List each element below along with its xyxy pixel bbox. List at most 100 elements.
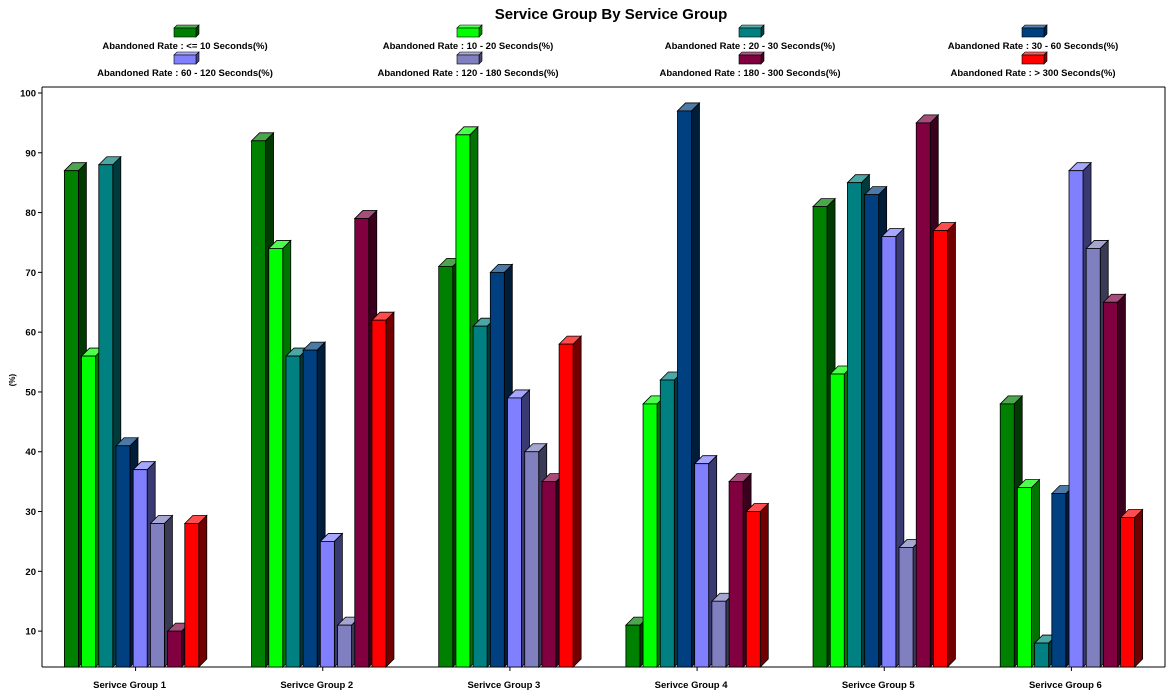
- legend-swatch: [173, 54, 197, 65]
- legend-label: Abandoned Rate : 120 - 180 Seconds(%): [377, 68, 558, 79]
- legend-swatch-top: [1021, 24, 1048, 29]
- legend: Abandoned Rate : <= 10 Seconds(%) Abandon…: [97, 24, 1118, 79]
- bar-front: [132, 469, 148, 668]
- bar-front: [167, 630, 182, 668]
- bar-front: [98, 164, 114, 668]
- bar: [558, 335, 583, 668]
- bar-front: [541, 481, 557, 668]
- legend-swatch-top: [173, 24, 200, 29]
- legend-label: Abandoned Rate : 60 - 120 Seconds(%): [97, 68, 273, 79]
- bar-front: [268, 248, 284, 668]
- bar-front: [915, 122, 931, 668]
- legend-swatch: [738, 54, 762, 65]
- bar: [302, 341, 327, 668]
- x-tick-label: Serivce Group 5: [842, 680, 916, 691]
- bar-front: [812, 206, 828, 668]
- y-tick-label: 70: [25, 268, 36, 279]
- y-tick-label: 30: [25, 507, 36, 518]
- legend-swatch: [1021, 27, 1045, 38]
- bar-front: [1085, 248, 1101, 668]
- bar-front: [677, 110, 692, 668]
- y-axis-label: (%): [8, 373, 17, 386]
- bar: [1016, 478, 1041, 668]
- legend-swatch-top: [1021, 51, 1048, 56]
- bar-front: [1034, 642, 1050, 668]
- legend-swatch-top: [456, 51, 483, 56]
- bar-front: [829, 373, 845, 668]
- bar-front: [149, 523, 165, 668]
- legend-item: Abandoned Rate : <= 10 Seconds(%): [102, 24, 268, 52]
- bar-front: [745, 511, 761, 668]
- bar-front: [285, 355, 301, 668]
- bar: [370, 311, 395, 668]
- bar-side: [572, 335, 582, 668]
- bar-front: [302, 349, 318, 668]
- bar-front: [319, 541, 335, 668]
- bar: [149, 514, 174, 668]
- bar-front: [1103, 301, 1118, 668]
- x-tick-label: Serivce Group 1: [93, 680, 167, 691]
- bar: [183, 514, 208, 668]
- bar-front: [1120, 517, 1136, 668]
- bar-front: [1017, 487, 1032, 668]
- bar-front: [659, 379, 675, 668]
- bar-front: [354, 218, 370, 668]
- bar-side: [947, 221, 956, 668]
- y-tick-label: 20: [25, 567, 36, 578]
- category-labels: Serivce Group 1 Serivce Group 2 Serivce Gr…: [93, 667, 1102, 691]
- bar-front: [455, 134, 471, 668]
- y-tick-label: 80: [25, 208, 36, 219]
- bar-front: [898, 547, 914, 668]
- y-tick-label: 100: [20, 88, 36, 99]
- legend-label: Abandoned Rate : 180 - 300 Seconds(%): [659, 68, 840, 79]
- bar: [676, 101, 701, 668]
- bar-front: [251, 140, 266, 668]
- bar-front: [524, 451, 540, 668]
- bar-front: [847, 182, 862, 668]
- bar-front: [999, 403, 1015, 668]
- bar-front: [642, 403, 658, 668]
- chart-title: Service Group By Service Group: [495, 6, 728, 23]
- legend-swatch: [456, 54, 480, 65]
- bar: [932, 221, 957, 668]
- bar-front: [1068, 170, 1084, 668]
- y-tick-label: 40: [25, 447, 36, 458]
- bar-side: [1134, 508, 1144, 668]
- legend-label: Abandoned Rate : 20 - 30 Seconds(%): [665, 41, 836, 52]
- bar-front: [371, 319, 387, 668]
- x-tick-label: Serivce Group 4: [655, 680, 729, 691]
- bars: [63, 101, 1144, 668]
- bar-front: [1051, 493, 1067, 668]
- x-tick-label: Serivce Group 6: [1029, 680, 1102, 691]
- bar-front: [489, 271, 505, 668]
- bar-front: [507, 397, 522, 668]
- legend-label: Abandoned Rate : 10 - 20 Seconds(%): [383, 41, 554, 52]
- bar-front: [558, 343, 574, 668]
- legend-item: Abandoned Rate : 180 - 300 Seconds(%): [659, 51, 841, 79]
- bar-front: [694, 463, 710, 668]
- y-ticks: 10 20 30 40 50 60 70 80 90 100: [20, 88, 42, 638]
- bar-side: [198, 514, 208, 668]
- bar-front: [115, 445, 131, 668]
- bar-front: [438, 265, 454, 668]
- bar-front: [81, 355, 96, 668]
- bar-front: [63, 170, 79, 668]
- bar-front: [864, 194, 880, 668]
- y-tick-label: 10: [25, 627, 36, 638]
- legend-swatch: [173, 27, 197, 38]
- legend-label: Abandoned Rate : > 300 Seconds(%): [951, 68, 1116, 79]
- legend-swatch-top: [456, 24, 483, 29]
- bar-front: [881, 236, 897, 668]
- bar-side: [385, 311, 395, 668]
- legend-swatch-top: [738, 51, 765, 56]
- bar: [1119, 508, 1144, 668]
- x-tick-label: Serivce Group 3: [467, 680, 540, 691]
- legend-swatch-top: [738, 24, 765, 29]
- bar-front: [184, 523, 200, 668]
- legend-item: Abandoned Rate : 30 - 60 Seconds(%): [948, 24, 1118, 52]
- bar-front: [625, 624, 641, 668]
- legend-label: Abandoned Rate : <= 10 Seconds(%): [102, 41, 267, 52]
- legend-item: Abandoned Rate : > 300 Seconds(%): [951, 51, 1116, 79]
- legend-swatch-top: [173, 51, 200, 56]
